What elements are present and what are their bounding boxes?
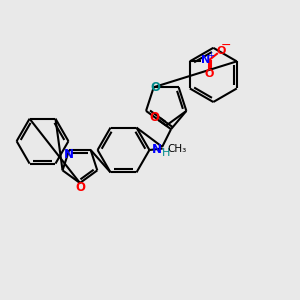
Text: H: H xyxy=(162,148,170,158)
Text: O: O xyxy=(150,112,160,124)
Text: O: O xyxy=(75,181,85,194)
Text: O: O xyxy=(204,69,214,79)
Text: O: O xyxy=(151,81,160,94)
Text: N: N xyxy=(64,148,74,161)
Text: N: N xyxy=(200,55,210,65)
Text: +: + xyxy=(208,51,214,60)
Text: −: − xyxy=(220,39,231,52)
Text: CH₃: CH₃ xyxy=(167,143,186,154)
Text: N: N xyxy=(152,143,162,156)
Text: O: O xyxy=(217,46,226,56)
